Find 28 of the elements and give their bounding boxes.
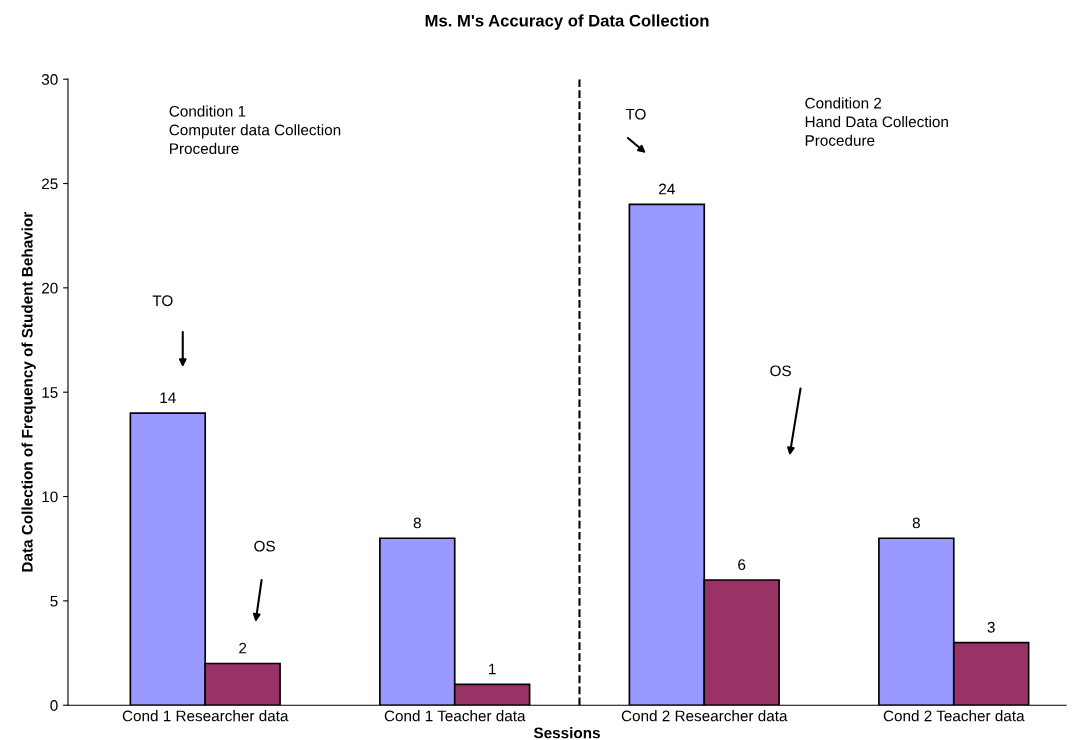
data-label: 24 [659, 183, 675, 195]
data-label: 8 [413, 517, 421, 529]
data-label: 1 [489, 663, 496, 675]
y-tick-label: 15 [42, 387, 58, 398]
y-tick-label: 25 [42, 178, 58, 190]
annotation: TO [625, 108, 646, 120]
data-label: 6 [738, 559, 746, 571]
x-tick-label: Cond 2 Teacher data [883, 710, 1025, 722]
chart-title: Ms. M's Accuracy of Data Collection [425, 14, 709, 30]
x-axis-title: Sessions [533, 727, 600, 739]
annotation: OS [254, 540, 275, 552]
y-axis-title: Data Collection of Frequency of Student Behavior [21, 212, 36, 572]
annotation: OS [770, 365, 791, 377]
data-label: 2 [239, 642, 247, 654]
annotation: Condition 2 Hand Data Collection Procedure [805, 97, 948, 146]
x-tick-label: Cond 1 Researcher data [122, 710, 289, 722]
y-tick-label: 5 [50, 595, 58, 607]
data-label: 14 [160, 392, 176, 403]
y-tick-label: 10 [42, 491, 58, 503]
y-tick-label: 0 [50, 700, 58, 711]
data-label: 8 [912, 517, 920, 529]
data-label: 3 [987, 621, 995, 633]
annotation: Condition 1 Computer data Collection Procedure [169, 105, 341, 155]
y-tick-label: 20 [42, 282, 58, 294]
x-tick-label: Cond 1 Teacher data [384, 710, 526, 722]
annotation: TO [152, 295, 173, 307]
x-tick-label: Cond 2 Researcher data [621, 710, 788, 722]
y-tick-label: 30 [41, 74, 58, 85]
